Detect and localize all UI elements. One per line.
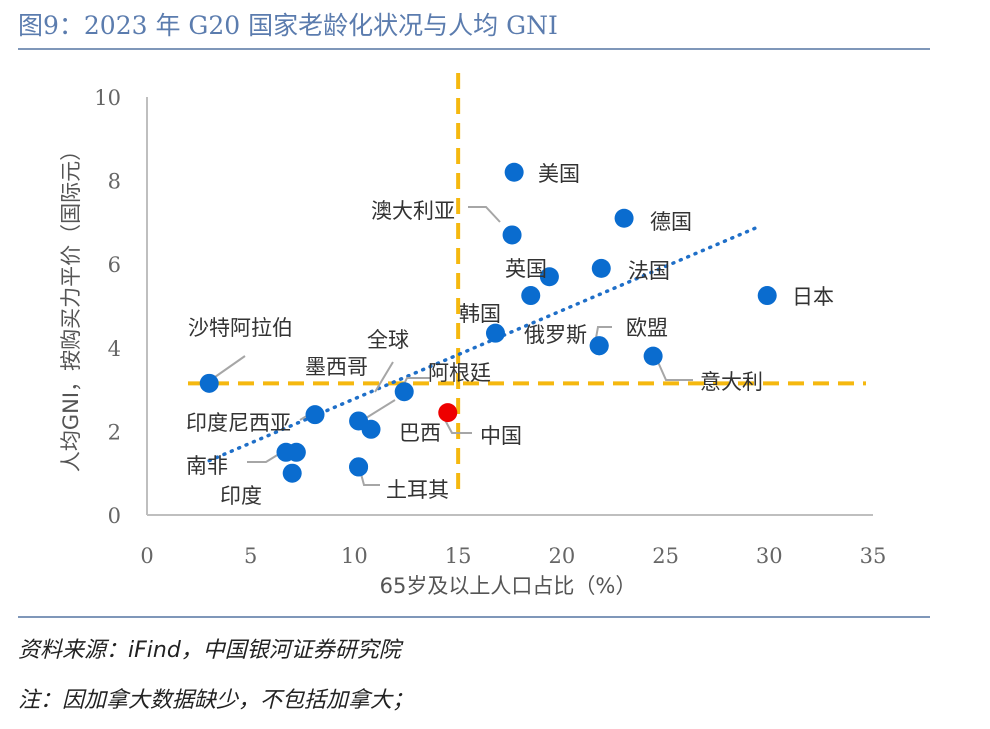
y-tick-label: 2 (108, 420, 121, 444)
header-rule (18, 48, 930, 50)
leader-line (374, 361, 394, 393)
data-point (286, 442, 306, 462)
data-point (394, 382, 414, 402)
data-point (591, 258, 611, 278)
source-note: 资料来源：iFind，中国银河证券研究院 (18, 638, 401, 663)
highlight-point (438, 403, 458, 423)
x-tick-label: 30 (756, 544, 783, 568)
chart-title: 图9：2023 年 G20 国家老龄化状况与人均 GNI (18, 11, 558, 40)
point-label: 欧盟 (626, 316, 668, 340)
point-label: 南非 (186, 454, 228, 478)
data-point (502, 225, 522, 245)
point-label: 阿根廷 (428, 361, 491, 385)
data-point (521, 286, 541, 306)
data-point (643, 346, 663, 366)
data-point (349, 457, 369, 477)
y-tick-label: 8 (108, 170, 121, 194)
x-tick-label: 20 (548, 544, 575, 568)
x-tick-label: 25 (652, 544, 679, 568)
point-label: 美国 (538, 162, 580, 186)
point-label: 德国 (650, 210, 692, 234)
leader-line (444, 419, 472, 434)
leader-line (595, 326, 612, 339)
point-label: 全球 (367, 328, 409, 352)
x-tick-label: 15 (445, 544, 472, 568)
data-point (539, 267, 559, 287)
data-point (305, 405, 325, 425)
point-label: 中国 (480, 424, 522, 448)
point-label: 俄罗斯 (524, 323, 587, 347)
y-tick-label: 10 (94, 86, 121, 110)
data-point (504, 162, 524, 182)
y-tick-label: 0 (108, 504, 121, 528)
data-point (589, 336, 609, 356)
x-tick-label: 35 (860, 544, 887, 568)
data-point (361, 419, 381, 439)
point-label: 法国 (628, 259, 670, 283)
point-label: 沙特阿拉伯 (188, 316, 293, 340)
point-label: 印度尼西亚 (186, 411, 291, 435)
x-tick-label: 10 (341, 544, 368, 568)
y-tick-label: 6 (108, 253, 121, 277)
data-point (485, 323, 505, 343)
data-point (614, 208, 634, 228)
x-tick-label: 0 (140, 544, 153, 568)
trendline (207, 224, 761, 463)
leader-line (657, 361, 693, 381)
point-label: 意大利 (700, 370, 763, 394)
point-label: 日本 (792, 285, 834, 309)
leader-line (247, 453, 280, 463)
point-label: 印度 (220, 484, 262, 508)
y-axis-title: 人均GNI，按购买力平价（国际元） (59, 140, 83, 472)
point-label: 墨西哥 (305, 355, 368, 379)
exclusion-note: 注：因加拿大数据缺少，不包括加拿大； (18, 688, 415, 713)
point-label: 韩国 (459, 302, 501, 326)
footer-rule (18, 616, 930, 618)
data-point (282, 463, 302, 483)
data-point (199, 373, 219, 393)
x-tick-label: 5 (244, 544, 257, 568)
data-point (757, 286, 777, 306)
point-label: 巴西 (399, 421, 441, 445)
point-label: 澳大利亚 (371, 199, 455, 223)
y-tick-label: 4 (108, 337, 121, 361)
leader-line (214, 355, 246, 378)
point-label: 英国 (505, 257, 547, 281)
leader-line (468, 206, 501, 223)
x-axis-title: 65岁及以上人口占比（%） (380, 574, 637, 598)
point-label: 土耳其 (386, 478, 449, 502)
